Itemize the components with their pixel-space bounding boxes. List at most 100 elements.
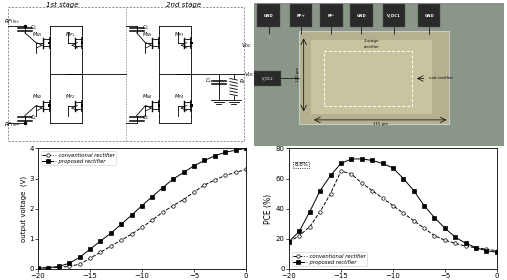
- conventional rectifier: [118, 239, 124, 242]
- conventional rectifier: [107, 244, 114, 248]
- conventional rectifier: [348, 172, 354, 176]
- proposed rectifier: [390, 166, 396, 170]
- proposed rectifier: [45, 266, 52, 269]
- proposed rectifier: [431, 216, 438, 219]
Text: 115 μm: 115 μm: [373, 122, 388, 126]
Bar: [81, 104, 83, 107]
Text: $M_{P1}$: $M_{P1}$: [65, 30, 75, 39]
Text: $C_L$: $C_L$: [205, 76, 212, 85]
- conventional rectifier: [180, 198, 187, 201]
- conventional rectifier: [149, 218, 155, 222]
Text: $V_{DC}$: $V_{DC}$: [241, 41, 252, 50]
- proposed rectifier: [222, 151, 228, 154]
Text: $R_L$: $R_L$: [239, 78, 245, 87]
- proposed rectifier: [232, 148, 239, 152]
Text: $C_C$: $C_C$: [142, 23, 150, 32]
Bar: [350, 4, 373, 27]
Bar: [311, 40, 431, 114]
Y-axis label: PCE (%): PCE (%): [264, 193, 273, 224]
Text: RF-: RF-: [328, 14, 335, 18]
- conventional rectifier: [45, 266, 52, 270]
Bar: [290, 4, 312, 27]
- conventional rectifier: [411, 219, 417, 222]
Text: $M_{N3}$: $M_{N3}$: [141, 30, 152, 39]
Text: V_DC1: V_DC1: [387, 14, 401, 18]
Legend: - conventional rectifier, - proposed rectifier: - conventional rectifier, - proposed rec…: [41, 151, 116, 165]
- conventional rectifier: [328, 192, 334, 195]
Bar: [324, 51, 412, 106]
Text: $M_{P2}$: $M_{P2}$: [65, 92, 75, 101]
Line: - conventional rectifier: - conventional rectifier: [37, 168, 247, 270]
- proposed rectifier: [348, 157, 354, 161]
- proposed rectifier: [201, 159, 207, 162]
- proposed rectifier: [358, 157, 365, 161]
- proposed rectifier: [66, 262, 73, 265]
- conventional rectifier: [338, 169, 344, 173]
Text: $C_C$: $C_C$: [142, 113, 150, 122]
Text: 2-stage: 2-stage: [364, 39, 379, 43]
- conventional rectifier: [97, 251, 103, 254]
Text: 2nd stage: 2nd stage: [166, 2, 201, 8]
- conventional rectifier: [232, 171, 239, 174]
- proposed rectifier: [328, 174, 334, 177]
- proposed rectifier: [139, 204, 145, 207]
- proposed rectifier: [484, 249, 490, 253]
- proposed rectifier: [149, 195, 155, 198]
Line: - conventional rectifier: - conventional rectifier: [287, 169, 498, 253]
Text: 8.8%: 8.8%: [294, 162, 308, 167]
- conventional rectifier: [243, 168, 249, 171]
Bar: [299, 31, 449, 124]
- conventional rectifier: [139, 226, 145, 229]
- proposed rectifier: [452, 235, 458, 239]
Bar: [158, 104, 160, 107]
- proposed rectifier: [212, 154, 218, 158]
Text: $RF_{IN+}$: $RF_{IN+}$: [4, 17, 20, 26]
- conventional rectifier: [473, 246, 479, 249]
- proposed rectifier: [296, 230, 302, 233]
- conventional rectifier: [56, 266, 62, 269]
Bar: [418, 4, 441, 27]
- conventional rectifier: [201, 183, 207, 187]
- proposed rectifier: [379, 162, 386, 165]
- proposed rectifier: [463, 242, 469, 245]
Y-axis label: output voltage  (V): output voltage (V): [20, 176, 26, 242]
- conventional rectifier: [307, 225, 313, 228]
- conventional rectifier: [421, 227, 427, 230]
Bar: [49, 104, 51, 107]
Text: $M_{P4}$: $M_{P4}$: [174, 92, 184, 101]
- conventional rectifier: [170, 204, 176, 207]
Text: $RF_{IN-}$: $RF_{IN-}$: [4, 120, 20, 129]
Text: GND: GND: [424, 14, 434, 18]
Text: $M_{N4}$: $M_{N4}$: [141, 92, 152, 101]
- proposed rectifier: [369, 159, 375, 162]
Bar: [158, 42, 160, 44]
- conventional rectifier: [484, 248, 490, 251]
- proposed rectifier: [107, 232, 114, 235]
Text: V_DC2: V_DC2: [262, 76, 273, 80]
- conventional rectifier: [212, 178, 218, 182]
- conventional rectifier: [66, 265, 73, 268]
Bar: [254, 71, 281, 86]
Bar: [190, 104, 193, 107]
- conventional rectifier: [358, 181, 365, 185]
- conventional rectifier: [369, 189, 375, 192]
- proposed rectifier: [286, 240, 292, 243]
Text: $V_{DC}$: $V_{DC}$: [244, 70, 256, 79]
- conventional rectifier: [442, 239, 448, 242]
- conventional rectifier: [452, 242, 458, 245]
- proposed rectifier: [160, 186, 166, 189]
Text: $M_{N2}$: $M_{N2}$: [32, 92, 43, 101]
- conventional rectifier: [390, 204, 396, 207]
Legend: - conventional rectifier, - proposed rectifier: - conventional rectifier, - proposed rec…: [292, 252, 367, 266]
- conventional rectifier: [401, 211, 407, 215]
Line: - proposed rectifier: - proposed rectifier: [37, 147, 247, 270]
Text: rectifier: rectifier: [364, 45, 379, 49]
- proposed rectifier: [401, 177, 407, 180]
- proposed rectifier: [97, 239, 103, 243]
- proposed rectifier: [317, 189, 323, 192]
Bar: [257, 4, 280, 27]
Text: $M_{N1}$: $M_{N1}$: [32, 30, 43, 39]
- conventional rectifier: [494, 249, 500, 253]
- proposed rectifier: [35, 267, 41, 270]
Text: $C_C$: $C_C$: [30, 23, 38, 32]
